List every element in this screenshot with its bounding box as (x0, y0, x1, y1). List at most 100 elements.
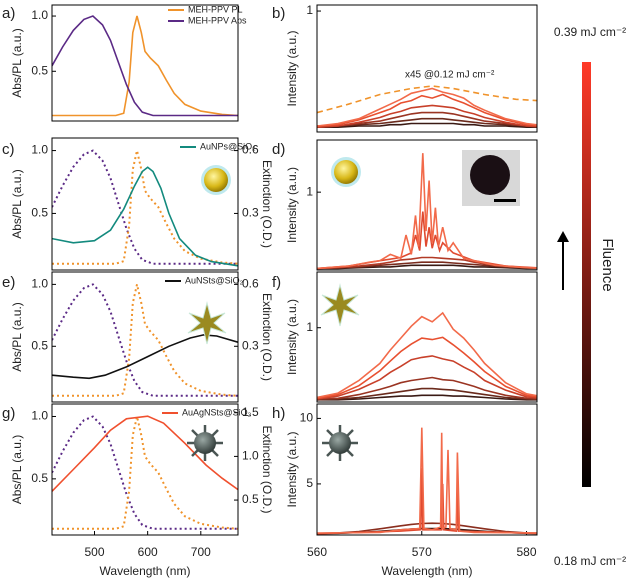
x-tick-label: 570 (412, 545, 432, 559)
y-axis-label: Abs/PL (a.u.) (10, 302, 24, 372)
series-line (317, 355, 537, 400)
axes-frame (51, 403, 239, 536)
panel-label: a) (2, 5, 15, 22)
y-tick-label: 0.5 (31, 63, 48, 77)
arrow-head (557, 231, 569, 242)
axes-frame (51, 4, 239, 122)
particle (204, 168, 228, 192)
series-line (317, 427, 537, 534)
axes-frame (316, 403, 538, 536)
y2-tick-label: 0.5 (242, 492, 259, 506)
colorbar-bottom-label: 0.18 mJ cm⁻² (554, 554, 626, 568)
x-tick-label: 580 (517, 545, 537, 559)
y-tick-label: 1 (306, 184, 313, 198)
y-tick-label: 1.0 (31, 8, 48, 22)
series-line (317, 117, 537, 128)
axes-frame (316, 271, 538, 403)
series-line (317, 311, 537, 399)
star-particle (187, 301, 227, 345)
panel-label: f) (272, 274, 281, 291)
x-axis-label: Wavelength (nm) (100, 564, 191, 578)
axes-frame (316, 139, 538, 271)
y2-tick-label: 1.0 (242, 449, 259, 463)
legend-entry: AuNSts@SiO₂ (185, 275, 244, 285)
y-axis-label: Abs/PL (a.u.) (10, 435, 24, 505)
y-tick-label: 1.0 (31, 143, 48, 157)
y2-tick-label: 0.3 (242, 338, 259, 352)
legend-entry: AuAgNSts@SiO₂ (182, 407, 252, 417)
y2-tick-label: 0.3 (242, 206, 259, 220)
legend-entry: MEH-PPV PL (188, 4, 243, 14)
y-tick-label: 10 (300, 411, 314, 425)
annotation: x45 @0.12 mJ cm⁻² (405, 70, 495, 81)
y-axis-label: Abs/PL (a.u.) (10, 169, 24, 239)
series-line (52, 283, 238, 397)
panel-label: h) (272, 405, 285, 422)
series-line (317, 336, 537, 400)
y-axis-label: Intensity (a.u.) (285, 299, 299, 375)
series-line (317, 261, 537, 270)
y-tick-label: 5 (306, 476, 313, 490)
axes-frame (51, 271, 239, 403)
panel-label: e) (2, 274, 15, 291)
series-line (52, 150, 238, 265)
series-line (317, 87, 537, 127)
x-axis-label: Wavelength (nm) (382, 564, 473, 578)
y-axis-label: Intensity (a.u.) (285, 431, 299, 507)
y-tick-label: 0.5 (31, 206, 48, 220)
series-line (317, 394, 537, 401)
series-line (317, 153, 537, 270)
x-tick-label: 700 (191, 545, 211, 559)
legend-entry: AuNPs@SiO₂ (200, 141, 256, 151)
series-line (317, 122, 537, 128)
plot-area (52, 15, 238, 117)
y2-tick-label: 0.6 (242, 143, 259, 157)
panel-label: d) (272, 141, 285, 158)
spiky-core (329, 432, 351, 454)
panel-label: c) (2, 141, 15, 158)
insets (187, 150, 569, 461)
y-axis-label: Intensity (a.u.) (285, 167, 299, 243)
series-line (317, 111, 537, 128)
series-line (52, 334, 238, 380)
y2-axis-label: Extinction (O.D.) (260, 425, 274, 513)
x-tick-label: 500 (84, 545, 104, 559)
particle (334, 160, 358, 184)
plot-area (317, 427, 537, 535)
colorbar-top-label: 0.39 mJ cm⁻² (554, 25, 626, 39)
series-line (317, 104, 537, 128)
star-particle (320, 283, 360, 327)
series-line (317, 93, 537, 127)
series-line (52, 166, 238, 267)
plot-area (52, 149, 238, 267)
scale-bar (494, 199, 516, 202)
series-line (317, 211, 537, 270)
plot-area (317, 311, 537, 401)
y2-tick-label: 1.5 (242, 405, 259, 419)
series-line (52, 284, 238, 397)
series-line (52, 15, 238, 117)
series-line (317, 387, 537, 401)
axes-frame (51, 137, 239, 271)
series-line (52, 149, 238, 265)
series-line (317, 376, 537, 400)
y-axis-label: Intensity (a.u.) (285, 30, 299, 106)
y2-axis-label: Extinction (O.D.) (260, 160, 274, 248)
colorbar (582, 62, 591, 487)
plot-area (317, 153, 537, 270)
plot-area (317, 85, 537, 128)
x-tick-label: 560 (307, 545, 327, 559)
y-axis-label: Abs/PL (a.u.) (10, 28, 24, 98)
plot-area (52, 283, 238, 397)
panel-label: b) (272, 5, 285, 22)
legend-entry: MEH-PPV Abs (188, 15, 247, 25)
axes-frame (316, 4, 538, 133)
series-line (317, 522, 537, 535)
y2-tick-label: 0.6 (242, 277, 259, 291)
plot-area (52, 415, 238, 530)
y-tick-label: 1.0 (31, 409, 48, 423)
y-tick-label: 1 (306, 3, 313, 17)
y-tick-label: 1.0 (31, 277, 48, 291)
series-line (52, 415, 238, 530)
